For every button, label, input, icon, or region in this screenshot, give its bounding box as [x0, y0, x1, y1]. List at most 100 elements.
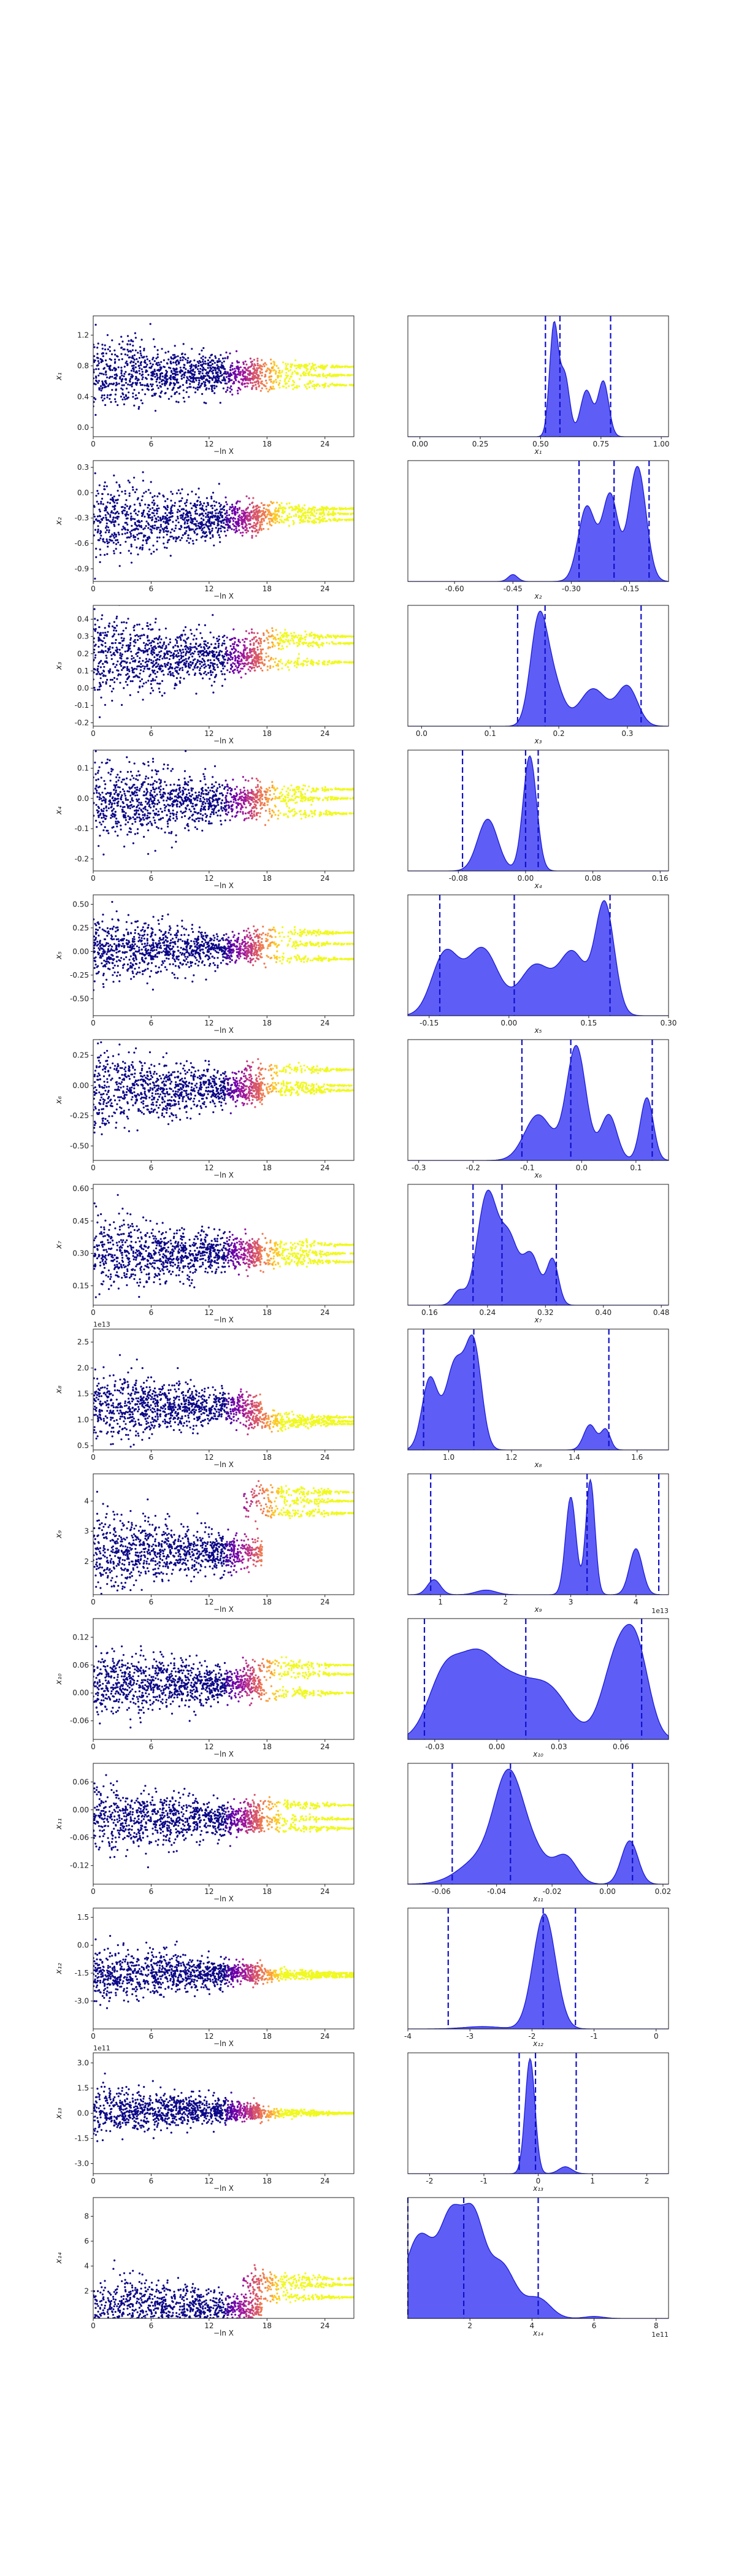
- scatter-point: [182, 659, 185, 662]
- scatter-point: [96, 356, 99, 359]
- scatter-point: [185, 358, 187, 361]
- scatter-point: [167, 662, 169, 664]
- scatter-point: [209, 631, 212, 634]
- scatter-point: [137, 553, 139, 556]
- scatter-point: [295, 515, 297, 518]
- scatter-point: [235, 502, 238, 505]
- scatter-point: [210, 516, 212, 519]
- scatter-point: [334, 384, 336, 386]
- scatter-point: [259, 521, 261, 524]
- scatter-point: [125, 362, 127, 364]
- scatter-point: [122, 667, 125, 670]
- scatter-point: [250, 650, 253, 653]
- scatter-point: [221, 362, 223, 364]
- scatter-point: [98, 845, 100, 847]
- scatter-point: [286, 635, 288, 638]
- scatter-point: [139, 525, 141, 527]
- scatter-point: [242, 667, 244, 670]
- scatter-point: [213, 387, 216, 389]
- scatter-point: [321, 508, 323, 510]
- scatter-point: [189, 361, 191, 364]
- scatter-point: [265, 363, 267, 366]
- scatter-point: [261, 512, 264, 515]
- scatter-point: [158, 519, 160, 522]
- scatter-point: [216, 361, 219, 364]
- scatter-point: [251, 362, 253, 366]
- scatter-point: [253, 813, 255, 816]
- scatter-point: [223, 518, 226, 521]
- scatter-point: [182, 512, 185, 515]
- scatter-point: [176, 378, 178, 381]
- scatter-point: [321, 518, 324, 520]
- scatter-point: [275, 664, 278, 667]
- scatter-point: [275, 629, 277, 631]
- scatter-point: [320, 513, 322, 516]
- scatter-point: [201, 372, 204, 375]
- scatter-point: [179, 677, 182, 679]
- scatter-point: [147, 625, 149, 627]
- scatter-point: [190, 519, 193, 521]
- scatter-point: [132, 396, 134, 398]
- scatter-point: [248, 513, 251, 516]
- scatter-point: [164, 374, 167, 376]
- scatter-point: [171, 654, 174, 657]
- scatter-point: [256, 367, 258, 369]
- scatter-point: [148, 548, 151, 551]
- scatter-point: [288, 380, 290, 383]
- scatter-point: [269, 386, 272, 388]
- scatter-point: [151, 358, 154, 361]
- scatter-point: [223, 508, 225, 512]
- scatter-point: [198, 372, 201, 375]
- scatter-point: [201, 505, 204, 507]
- scatter-point: [168, 512, 171, 514]
- scatter-point: [273, 369, 275, 372]
- scatter-point: [104, 371, 107, 374]
- scatter-point: [131, 671, 134, 673]
- scatter-point: [312, 661, 315, 664]
- scatter-point: [226, 654, 228, 657]
- scatter-point: [239, 507, 241, 509]
- scatter-point: [117, 489, 119, 492]
- scatter-point: [204, 640, 207, 643]
- scatter-point: [177, 401, 180, 404]
- scatter-point: [218, 358, 220, 360]
- scatter-point: [272, 637, 275, 640]
- scatter-point: [194, 658, 196, 661]
- scatter-point: [253, 659, 255, 662]
- scatter-point: [147, 653, 149, 656]
- scatter-point: [223, 802, 226, 804]
- scatter-point: [256, 665, 259, 668]
- scatter-point: [198, 380, 201, 382]
- scatter-point: [192, 368, 194, 370]
- scatter-point: [285, 790, 288, 792]
- scatter-point: [125, 621, 128, 624]
- scatter-point: [256, 632, 259, 634]
- scatter-point: [177, 386, 180, 389]
- scatter-point: [342, 642, 344, 645]
- scatter-point: [321, 645, 324, 647]
- scatter-point: [136, 514, 139, 516]
- scatter-point: [209, 659, 212, 661]
- scatter-point: [244, 521, 247, 524]
- scatter-point: [131, 667, 133, 669]
- scatter-point: [235, 527, 237, 530]
- scatter-point: [174, 354, 176, 356]
- scatter-point: [134, 523, 136, 526]
- scatter-point: [278, 648, 280, 650]
- scatter-point: [116, 515, 118, 518]
- scatter-point: [243, 665, 246, 667]
- scatter-point: [272, 501, 275, 504]
- scatter-point: [204, 383, 206, 386]
- scatter-point: [234, 657, 237, 660]
- scatter-point: [290, 516, 293, 518]
- scatter-point: [210, 651, 213, 653]
- scatter-point: [261, 368, 263, 370]
- scatter-point: [286, 502, 288, 505]
- scatter-point: [310, 367, 313, 369]
- scatter-point: [98, 380, 100, 382]
- scatter-point: [113, 362, 116, 364]
- scatter-point: [163, 529, 165, 531]
- scatter-point: [163, 673, 165, 676]
- scatter-point: [263, 511, 265, 513]
